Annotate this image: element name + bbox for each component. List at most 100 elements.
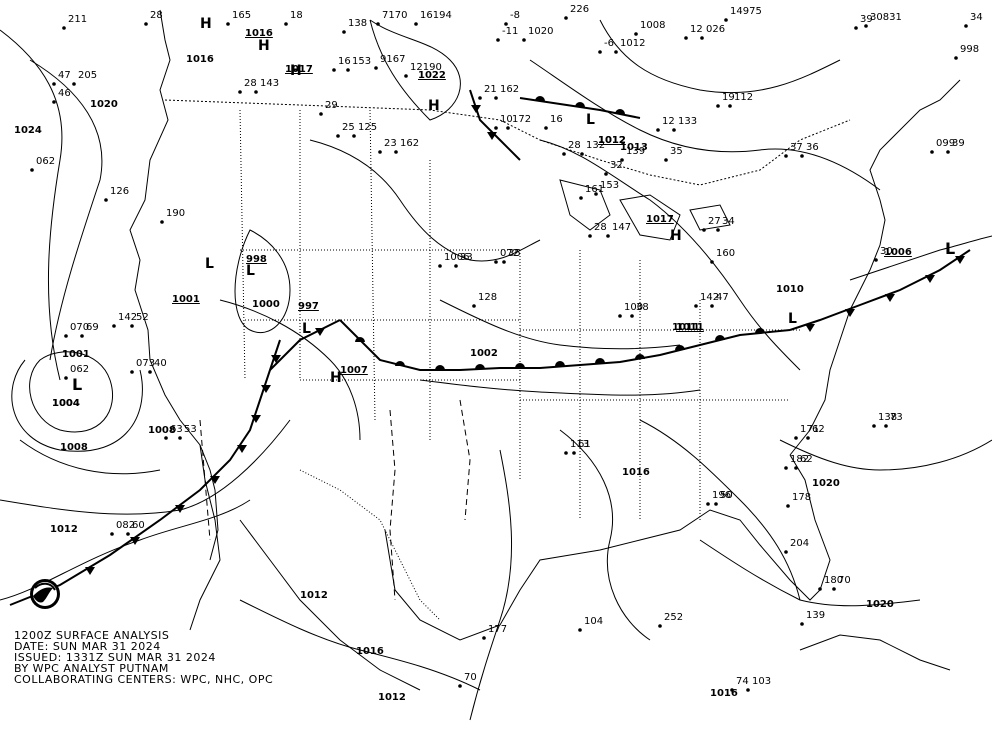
station-dot (710, 304, 714, 308)
high-pressure-value: 1017 (285, 64, 313, 75)
station-value: 103 (752, 676, 771, 687)
station-value: 142 (118, 312, 137, 323)
station-dot (238, 90, 242, 94)
station-value: 16 (550, 114, 563, 125)
coastline-layer (129, 9, 961, 691)
low-pressure-value: 1011 (676, 322, 704, 333)
station-value: 53 (184, 424, 197, 435)
cold-front-triangle (487, 132, 497, 140)
station-value: 142 (700, 292, 719, 303)
station-dot (494, 96, 498, 100)
station-dot (564, 16, 568, 20)
station-value: 153 (600, 180, 619, 191)
station-value: 35 (670, 146, 683, 157)
station-value: 104 (584, 616, 603, 627)
station-value: 138 (348, 18, 367, 29)
station-value: 072 (500, 248, 519, 259)
station-value: -6 (604, 38, 614, 49)
cold-front-triangle (845, 309, 855, 317)
station-dot (30, 168, 34, 172)
station-value: 172 (512, 114, 531, 125)
station-dot (664, 158, 668, 162)
station-value: 61 (578, 439, 591, 450)
station-value: 47 (58, 70, 71, 81)
station-value: 69 (86, 322, 99, 333)
station-dot (716, 228, 720, 232)
warm-front-semicircle (475, 364, 485, 369)
station-value: 16194 (420, 10, 452, 21)
station-dot (874, 258, 878, 262)
station-dot (562, 152, 566, 156)
isobar-value-label: 1012 (300, 590, 328, 601)
isobar-value-label: 1016 (186, 54, 214, 65)
station-value: 14975 (730, 6, 762, 17)
station-dot (618, 314, 622, 318)
cold-front-triangle (955, 256, 965, 264)
station-value: 062 (36, 156, 55, 167)
station-value: 52 (136, 312, 149, 323)
station-value: 070 (70, 322, 89, 333)
station-dot (714, 502, 718, 506)
high-pressure-center: H (290, 63, 302, 79)
station-dot (160, 220, 164, 224)
analysis-analyst: BY WPC ANALYST PUTNAM (14, 662, 169, 675)
station-dot (482, 636, 486, 640)
station-dot (702, 228, 706, 232)
station-value: 62 (812, 424, 825, 435)
station-value: -8 (510, 10, 520, 21)
station-value: 1008 (640, 20, 665, 31)
station-dot (332, 68, 336, 72)
station-value: 147 (612, 222, 631, 233)
station-dot (502, 260, 506, 264)
station-dot (404, 74, 408, 78)
station-dot (284, 22, 288, 26)
station-value: 165 (232, 10, 251, 21)
warm-front-semicircle (595, 358, 605, 363)
station-value: 1012 (620, 38, 645, 49)
station-dot (572, 451, 576, 455)
station-value: 252 (664, 612, 683, 623)
station-value: 38 (636, 302, 649, 313)
station-value: 139 (806, 610, 825, 621)
station-value: 28 (244, 78, 257, 89)
low-pressure-center: L (205, 256, 214, 272)
station-dot (784, 550, 788, 554)
station-dot (478, 96, 482, 100)
isobar-value-label: 1002 (470, 348, 498, 359)
station-value: 39 (860, 14, 873, 25)
station-dot (564, 451, 568, 455)
low-pressure-center: L (302, 321, 311, 337)
warm-front-semicircle (575, 102, 585, 107)
station-dot (319, 112, 323, 116)
warm-front-semicircle (395, 361, 405, 366)
station-dot (454, 264, 458, 268)
high-pressure-value: 1022 (418, 70, 446, 81)
station-value: 133 (678, 116, 697, 127)
station-value: 34 (970, 12, 983, 23)
station-value: 161 (585, 184, 604, 195)
cold-front-triangle (85, 567, 95, 575)
station-value: 12 (690, 24, 703, 35)
station-value: 74 (736, 676, 749, 687)
station-value: 73 (890, 412, 903, 423)
station-dot (72, 82, 76, 86)
isobar-value-label: 1016 (710, 688, 738, 699)
station-value: 132 (586, 140, 605, 151)
station-value: 50 (720, 490, 733, 501)
isobar-value-label: 1012 (50, 524, 78, 535)
station-value: 25 (342, 122, 355, 133)
low-pressure-center: L (246, 263, 255, 279)
station-dot (342, 30, 346, 34)
station-value: 70 (464, 672, 477, 683)
station-dot (634, 32, 638, 36)
cold-front-triangle (175, 505, 185, 513)
station-dot (130, 370, 134, 374)
station-value: 113 (570, 439, 589, 450)
noaa-logo (30, 579, 60, 609)
station-value: 099 (936, 138, 955, 149)
station-dot (706, 502, 710, 506)
station-dot (164, 436, 168, 440)
station-dot (620, 158, 624, 162)
station-dot (374, 66, 378, 70)
